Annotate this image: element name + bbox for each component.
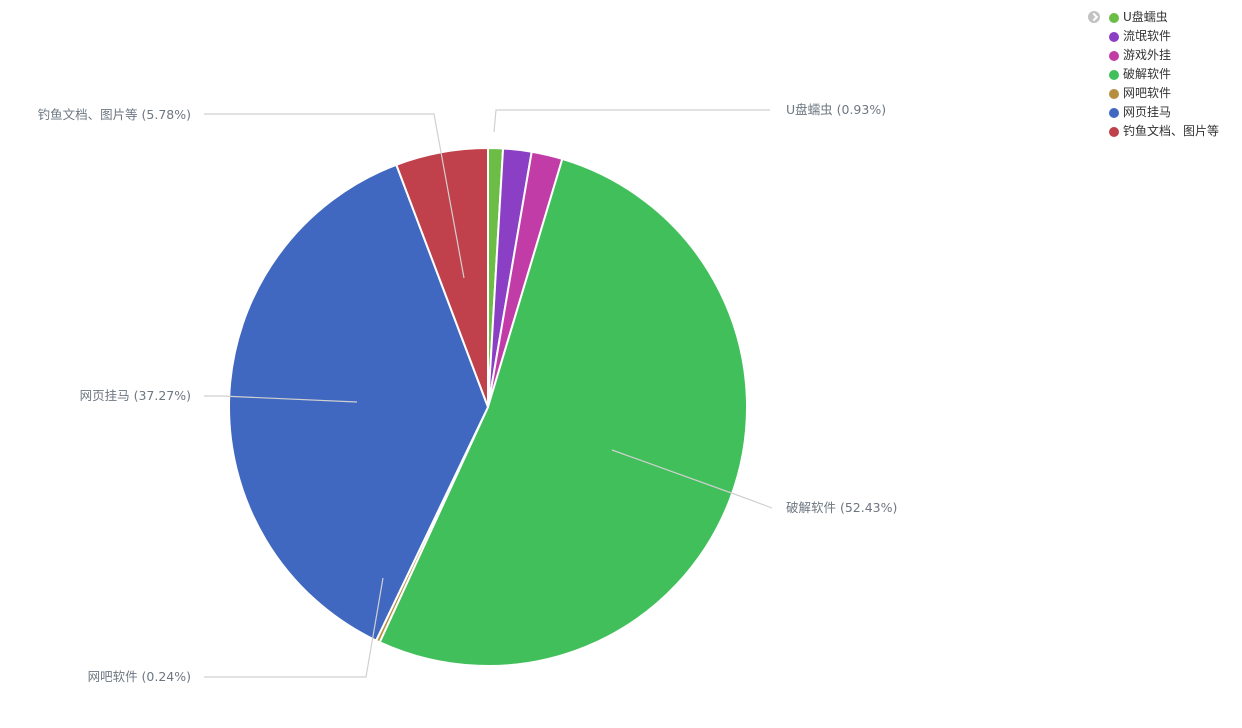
data-label-4: 网吧软件 (0.24%) (88, 669, 191, 684)
legend-label-1: 流氓软件 (1123, 29, 1172, 43)
data-label-0: U盘蠕虫 (0.93%) (786, 102, 886, 117)
data-labels: U盘蠕虫 (0.93%) 破解软件 (52.43%) 网吧软件 (0.24%) 网页挂… (38, 102, 898, 684)
legend-item-4[interactable]: 网吧软件 (1109, 84, 1219, 103)
legend-item-5[interactable]: 网页挂马 (1109, 103, 1219, 122)
legend: U盘蠕虫流氓软件游戏外挂破解软件网吧软件网页挂马钓鱼文档、图片等 (1088, 8, 1219, 141)
legend-marker-1 (1109, 31, 1119, 42)
data-label-5: 网页挂马 (37.27%) (80, 388, 191, 403)
leader-line-6 (204, 113, 465, 279)
legend-item-1[interactable]: 流氓软件 (1109, 27, 1219, 46)
leader-line-3 (611, 449, 773, 509)
data-label-6: 钓鱼文档、图片等 (5.78%) (38, 107, 191, 122)
leader-line-4 (204, 577, 384, 678)
data-label-3: 破解软件 (52.43%) (786, 500, 897, 515)
legend-item-6[interactable]: 钓鱼文档、图片等 (1109, 122, 1219, 141)
legend-marker-0 (1109, 12, 1119, 23)
leader-line-5 (204, 395, 358, 403)
legend-marker-5 (1109, 107, 1119, 118)
pie-slice-3[interactable] (378, 157, 749, 667)
legend-label-2: 游戏外挂 (1123, 48, 1172, 62)
legend-label-3: 破解软件 (1123, 67, 1172, 81)
legend-marker-2 (1109, 50, 1119, 61)
legend-item-3[interactable]: 破解软件 (1109, 65, 1219, 84)
leader-line-0 (493, 109, 770, 133)
legend-toggle-icon[interactable] (1088, 11, 1100, 23)
legend-label-4: 网吧软件 (1123, 86, 1172, 100)
legend-label-6: 钓鱼文档、图片等 (1123, 124, 1220, 138)
legend-label-5: 网页挂马 (1123, 105, 1172, 119)
legend-marker-6 (1109, 126, 1119, 137)
legend-item-0[interactable]: U盘蠕虫 (1109, 8, 1219, 27)
pie-slices (228, 147, 749, 667)
legend-marker-3 (1109, 69, 1119, 80)
legend-marker-4 (1109, 88, 1119, 99)
legend-item-2[interactable]: 游戏外挂 (1109, 46, 1219, 65)
legend-label-0: U盘蠕虫 (1123, 10, 1168, 24)
